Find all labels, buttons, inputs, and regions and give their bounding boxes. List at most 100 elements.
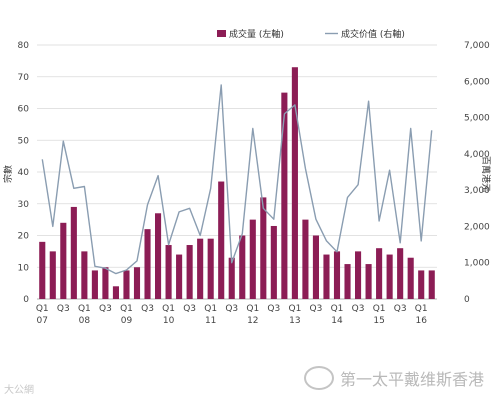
bar — [39, 241, 46, 299]
bar — [228, 257, 235, 299]
right-tick-label: 6,000 — [464, 77, 490, 87]
bar — [365, 264, 372, 299]
x-tick-label: Q1 — [246, 304, 259, 314]
right-tick-label: 4,000 — [464, 150, 490, 160]
x-tick-year-label: 10 — [163, 316, 175, 326]
right-tick-label: 0 — [464, 295, 470, 305]
bar — [70, 206, 77, 299]
legend-label-volume: 成交量 (左軸) — [229, 28, 284, 40]
right-tick-label: 2,000 — [464, 222, 490, 232]
watermark-left-text: 大公網 — [4, 385, 34, 396]
bar — [302, 219, 309, 299]
left-tick-label: 50 — [18, 136, 30, 146]
x-tick-label: Q3 — [99, 304, 112, 314]
bar — [165, 245, 172, 299]
bar — [197, 238, 204, 299]
x-tick-label: Q3 — [267, 304, 280, 314]
legend-label-value: 成交价值 (右軸) — [341, 28, 405, 40]
x-tick-label: Q1 — [36, 304, 49, 314]
axes: 0 10 20 30 40 50 60 70 80 0 1,000 2,000 3,000 4,000 5,… — [18, 41, 490, 326]
bar — [102, 267, 109, 299]
bar — [386, 254, 393, 299]
bar — [260, 197, 267, 299]
x-tick-label: Q3 — [141, 304, 154, 314]
bar — [333, 251, 341, 299]
bar — [376, 248, 383, 299]
x-tick-label: Q1 — [415, 304, 428, 314]
right-tick-label: 5,000 — [464, 114, 490, 124]
right-tick-label: 1,000 — [464, 259, 490, 269]
line-series-value — [41, 84, 433, 275]
bar — [407, 257, 414, 299]
x-tick-label: Q3 — [352, 304, 365, 314]
x-tick-label: Q3 — [225, 304, 238, 314]
bar — [281, 92, 288, 299]
bar-series-volume — [39, 67, 435, 299]
left-tick-label: 80 — [18, 41, 30, 51]
bar — [355, 251, 362, 299]
bar — [176, 254, 183, 299]
x-tick-label: Q1 — [162, 304, 175, 314]
bar — [239, 235, 246, 299]
x-tick-year-label: 13 — [289, 316, 300, 326]
bar — [155, 213, 162, 299]
x-tick-label: Q3 — [394, 304, 407, 314]
bar — [291, 67, 298, 299]
x-tick-label: Q3 — [310, 304, 323, 314]
left-tick-label: 40 — [18, 168, 30, 178]
x-tick-year-label: 11 — [205, 316, 216, 326]
x-tick-year-label: 12 — [247, 316, 258, 326]
x-tick-year-label: 15 — [373, 316, 384, 326]
x-tick-label: Q1 — [288, 304, 301, 314]
bar — [312, 235, 319, 299]
x-tick-year-label: 07 — [37, 316, 48, 326]
watermark-right-text: 第一太平戴维斯香港 — [340, 370, 485, 389]
bar — [81, 251, 88, 299]
bar — [123, 270, 130, 299]
bar — [91, 270, 98, 299]
x-tick-label: Q1 — [120, 304, 133, 314]
bar — [270, 225, 277, 299]
x-tick-label: Q1 — [331, 304, 344, 314]
bar — [49, 251, 56, 299]
bar — [218, 181, 225, 299]
x-tick-label: Q1 — [204, 304, 217, 314]
legend: 成交量 (左軸) 成交价值 (右軸) — [217, 28, 405, 40]
bar — [144, 229, 151, 299]
watermark-left: 大公網 — [4, 381, 34, 396]
x-tick-label: Q1 — [78, 304, 91, 314]
x-tick-label: Q3 — [183, 304, 196, 314]
bar — [249, 219, 256, 299]
left-tick-label: 60 — [18, 105, 30, 115]
left-tick-label: 30 — [18, 200, 30, 210]
watermark-right: 第一太平戴维斯香港 — [304, 366, 484, 390]
bar — [207, 238, 214, 299]
legend-swatch-volume — [217, 30, 226, 37]
bar — [428, 270, 435, 299]
left-tick-label: 70 — [18, 73, 30, 83]
x-tick-year-label: 08 — [79, 316, 91, 326]
bar — [186, 245, 193, 299]
left-tick-label: 10 — [18, 263, 30, 273]
right-axis-title: 百萬港元 — [480, 156, 492, 192]
x-tick-label: Q1 — [373, 304, 386, 314]
left-tick-label: 0 — [23, 295, 29, 305]
bar — [344, 264, 351, 299]
x-tick-year-label: 16 — [415, 316, 427, 326]
bar — [112, 286, 119, 299]
series-line — [41, 84, 433, 275]
wechat-logo-icon — [304, 366, 334, 390]
x-tick-year-label: 09 — [121, 316, 133, 326]
bar — [133, 267, 141, 299]
bar — [323, 254, 330, 299]
bar — [60, 222, 67, 299]
left-tick-label: 20 — [18, 232, 30, 242]
x-tick-label: Q3 — [57, 304, 70, 314]
right-tick-label: 3,000 — [464, 186, 490, 196]
right-tick-label: 7,000 — [464, 41, 490, 51]
x-tick-year-label: 14 — [331, 316, 343, 326]
left-axis-title: 宗數 — [2, 165, 14, 183]
bar — [418, 270, 425, 299]
bar — [397, 248, 404, 299]
